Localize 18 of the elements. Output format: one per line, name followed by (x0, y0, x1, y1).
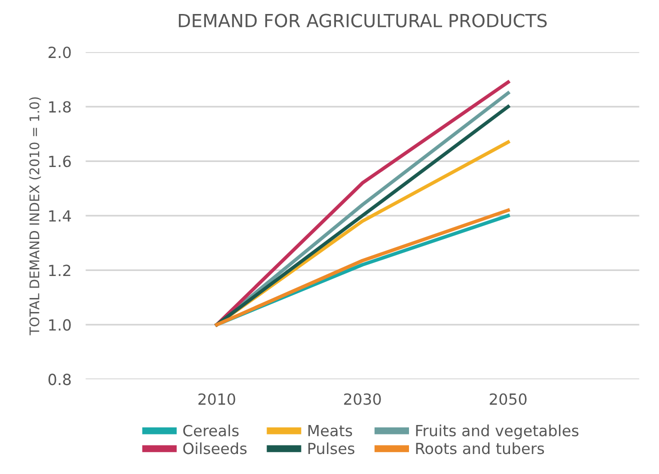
chart-title: DEMAND FOR AGRICULTURAL PRODUCTS (178, 14, 547, 28)
y-tick-label: 1.2 (49, 264, 70, 276)
legend-label: Roots and tubers (416, 442, 544, 454)
legend-label: Fruits and vegetables (416, 424, 578, 440)
y-tick-label: 1.8 (49, 101, 71, 113)
legend-label: Oilseeds (183, 442, 247, 454)
y-tick-label: 1.4 (49, 210, 71, 222)
x-tick-label: 2010 (198, 393, 236, 405)
x-tick-label: 2050 (490, 393, 527, 405)
legend-label: Meats (308, 425, 352, 436)
x-tick-label: 2030 (344, 393, 381, 405)
y-tick-label: 1.6 (49, 156, 71, 168)
legend-label: Pulses (308, 442, 354, 454)
y-axis-title: TOTAL DEMAND INDEX (2010 = 1.0) (29, 97, 41, 336)
y-tick-label: 2.0 (48, 46, 71, 58)
y-tick-label: 1.0 (49, 319, 71, 331)
legend-label: Cereals (183, 424, 239, 436)
y-tick-label: 0.8 (48, 374, 71, 386)
